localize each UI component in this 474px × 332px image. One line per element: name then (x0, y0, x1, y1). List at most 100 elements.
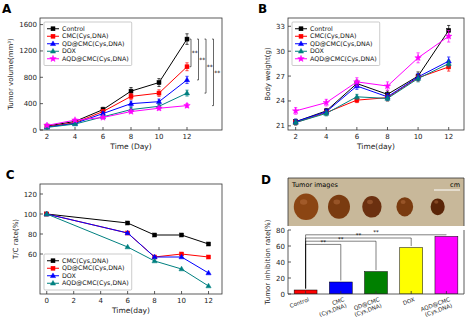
y-tick-label: 27 (276, 73, 285, 81)
data-point (293, 120, 298, 125)
data-point (184, 90, 189, 95)
tumor (294, 194, 319, 220)
legend-box (292, 22, 380, 66)
legend-marker (50, 273, 55, 278)
panel-2: 024681012Time(day)6080100120CMC(Cys,DNA)… (24, 184, 222, 315)
data-area (292, 25, 452, 125)
significance-label: ** (320, 239, 326, 245)
x-tick-label: 10 (155, 133, 164, 141)
legend-marker (50, 280, 55, 285)
y-axis-label: T/C rate(%) (12, 219, 20, 260)
y-tick (288, 262, 291, 263)
legend-marker (51, 34, 55, 38)
legend-item: Control (47, 25, 85, 32)
data-point (206, 270, 211, 275)
data-point (207, 242, 211, 246)
data-point (45, 212, 49, 216)
legend-label: DOX (62, 272, 76, 279)
x-tick-label: 8 (152, 297, 156, 305)
x-tick-label: CMC(Cys,DNA) (316, 296, 348, 318)
y-tick (288, 26, 291, 27)
plot-frame (40, 184, 222, 294)
panel-0: 24681012Time (Day)040080012001600*******… (19, 18, 222, 151)
error-bar (157, 79, 160, 87)
y-tick-label: 40 (276, 259, 285, 267)
significance-bracket (306, 238, 412, 289)
tumor-image-panel: Tumor imagescm (288, 178, 464, 226)
x-tick-label: Control (289, 296, 310, 309)
error-bar (386, 96, 389, 101)
plot-frame (40, 18, 222, 130)
error-bar (386, 94, 389, 101)
legend-marker (298, 41, 303, 46)
bar (365, 272, 388, 294)
significance-bracket (212, 39, 214, 106)
error-bar (157, 90, 160, 97)
y-tick (288, 76, 291, 77)
legend: ControlCMC(Cys,DNA)QD@CMC(Cys,DNA)DOXAQD… (44, 22, 132, 66)
x-tick (446, 291, 447, 294)
legend-item: DOX (47, 272, 76, 279)
error-bar (185, 34, 188, 45)
significance-bracket (306, 244, 341, 288)
data-point (385, 96, 390, 101)
legend-label: DOX (310, 47, 324, 54)
y-tick (288, 246, 291, 247)
tumor (328, 195, 350, 219)
series-line (47, 93, 187, 127)
data-point (446, 61, 451, 66)
x-tick-label: QD@CMC(Cys,DNA) (351, 296, 382, 318)
x-tick-label: 4 (324, 133, 329, 141)
y-tick-label: 80 (276, 227, 285, 235)
data-point (384, 83, 390, 89)
data-point (292, 108, 298, 114)
significance-bracket (306, 241, 376, 288)
data-point (156, 99, 161, 104)
x-tick (75, 127, 76, 130)
y-tick-label: 60 (28, 251, 37, 259)
scale-label: cm (450, 181, 460, 189)
y-tick (40, 254, 43, 255)
x-tick (181, 291, 182, 294)
legend-item: Control (295, 25, 333, 32)
legend-marker (298, 48, 303, 53)
x-tick (418, 127, 419, 130)
y-tick (40, 194, 43, 195)
legend-item: AQD@CMC(Cys,DNA) (295, 55, 377, 63)
legend-marker (299, 27, 303, 31)
error-bar (294, 119, 297, 124)
data-point (354, 78, 360, 84)
legend-item: AQD@CMC(Cys,DNA) (47, 279, 129, 287)
panel-title: B (258, 2, 267, 16)
legend: CMC(Cys,DNA)QD@CMC(Cys,DNA)DOXAQD@CMC(Cy… (44, 254, 132, 290)
y-tick-label: 800 (24, 74, 37, 82)
legend-marker (50, 48, 55, 53)
tumor (431, 198, 445, 215)
bars (294, 236, 458, 294)
data-point (129, 89, 133, 93)
scale-bar (434, 190, 460, 191)
significance-bracket (197, 39, 199, 80)
error-bar (325, 109, 328, 114)
data-point (415, 54, 421, 60)
data-point (180, 233, 184, 237)
label-line: DOX (402, 296, 416, 306)
error-bar (325, 110, 328, 115)
x-tick-label: 6 (355, 133, 360, 141)
significance-label: ** (356, 232, 362, 238)
y-tick-label: 60 (276, 243, 285, 251)
significance-bracket (306, 235, 447, 289)
error-bar (416, 74, 419, 81)
error-bar (386, 93, 389, 100)
tumor-highlight (434, 200, 438, 203)
legend-item: DOX (295, 47, 324, 54)
x-tick (326, 127, 327, 130)
data-point (184, 77, 189, 82)
figure: 24681012Time (Day)040080012001600*******… (0, 0, 474, 332)
x-tick (159, 127, 160, 130)
legend: ControlCMC(Cys,DNA)QD@CMC(Cys,DNA)DOXAQD… (292, 22, 380, 66)
y-tick-label: 1600 (19, 21, 37, 29)
significance-bracket (205, 39, 207, 93)
error-bar (129, 101, 132, 106)
y-tick (40, 214, 43, 215)
